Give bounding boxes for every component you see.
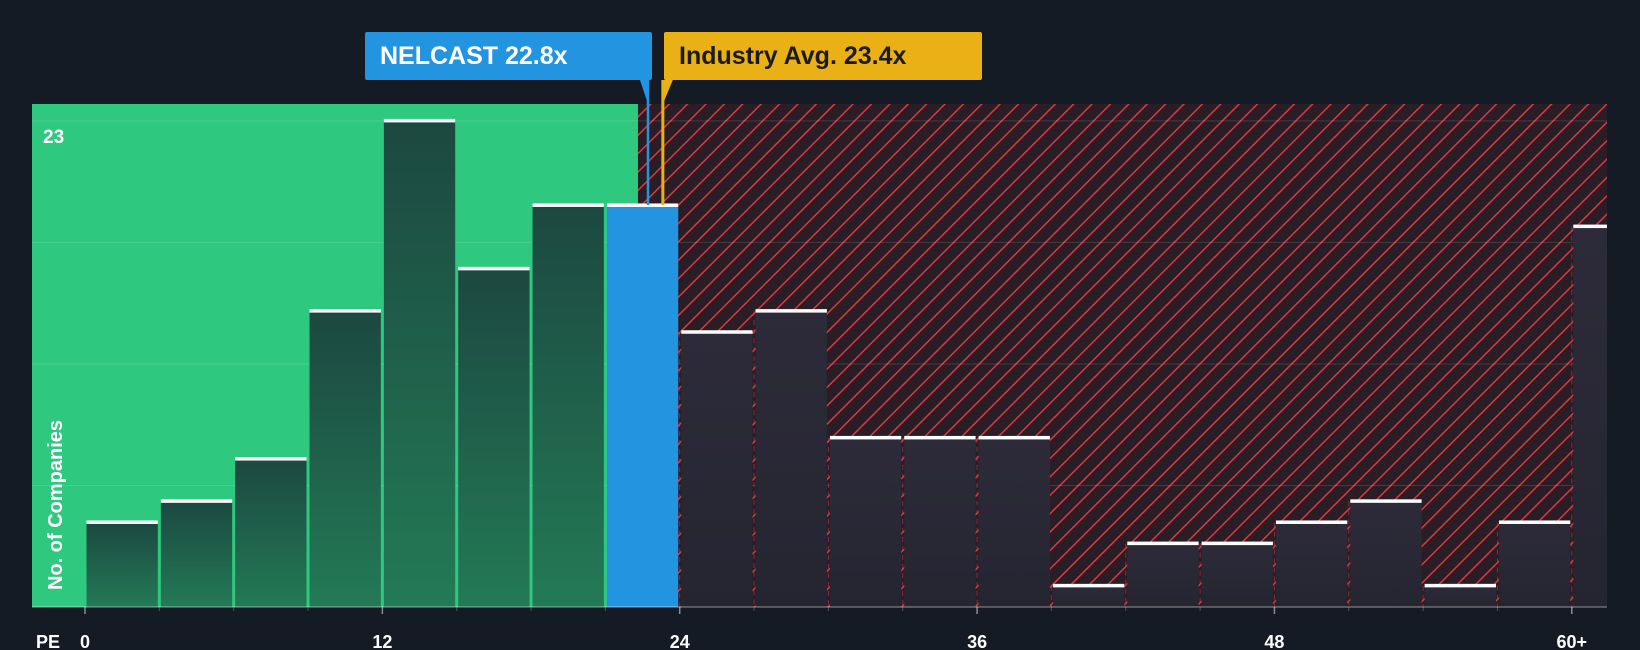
histogram-bar-10 — [829, 437, 902, 607]
histogram-bar-cap-8 — [681, 330, 753, 334]
histogram-bar-cap-10 — [829, 435, 902, 440]
histogram-bar-4 — [383, 120, 456, 607]
histogram-bar-cap-4 — [383, 118, 456, 123]
histogram-bar-19 — [1498, 522, 1571, 607]
histogram-bar-cap-16 — [1275, 520, 1348, 524]
histogram-bar-5 — [458, 268, 530, 607]
histogram-bar-cap-12 — [978, 435, 1050, 440]
histogram-bar-9 — [755, 311, 827, 607]
histogram-bar-14 — [1127, 543, 1199, 607]
histogram-bar-cap-6 — [532, 203, 604, 207]
y-axis-label: No. of Companies — [45, 420, 67, 590]
histogram-bar-12 — [978, 437, 1050, 607]
y-max-label: 23 — [43, 127, 64, 148]
histogram-bar-cap-20 — [1573, 224, 1607, 229]
company-callout-pointer — [639, 80, 648, 104]
histogram-bar-cap-18 — [1424, 583, 1496, 588]
histogram-bar-2 — [235, 459, 307, 607]
x-axis-label: PE — [36, 632, 60, 650]
x-tick-label-4: 48 — [1264, 632, 1284, 650]
histogram-bar-cap-3 — [309, 309, 381, 313]
histogram-bar-cap-17 — [1350, 499, 1422, 503]
histogram-bar-cap-0 — [86, 520, 158, 524]
x-tick-label-0: 0 — [80, 632, 90, 650]
histogram-bar-cap-5 — [458, 266, 530, 271]
industry-callout-pointer — [662, 80, 673, 104]
histogram-bar-20 — [1573, 226, 1607, 607]
histogram-bar-cap-7 — [606, 203, 679, 207]
histogram-bar-3 — [309, 311, 381, 607]
x-tick-label-5: 60+ — [1557, 632, 1588, 650]
histogram-bar-cap-11 — [904, 435, 976, 440]
company-pe-callout: NELCAST 22.8x — [365, 32, 652, 80]
histogram-bar-cap-1 — [160, 499, 233, 503]
histogram-bar-cap-14 — [1127, 541, 1199, 546]
histogram-bar-cap-9 — [755, 309, 827, 313]
x-tick-label-2: 24 — [670, 632, 690, 650]
histogram-bar-1 — [160, 501, 233, 607]
histogram-bar-cap-13 — [1052, 583, 1125, 588]
histogram-bar-6 — [532, 205, 604, 607]
x-tick-label-3: 36 — [967, 632, 987, 650]
histogram-bar-cap-2 — [235, 457, 307, 461]
histogram-bar-13 — [1052, 585, 1125, 607]
histogram-bar-7 — [606, 205, 679, 607]
histogram-bar-16 — [1275, 522, 1348, 607]
histogram-bar-11 — [904, 437, 976, 607]
x-tick-label-1: 12 — [372, 632, 392, 650]
industry-average-callout: Industry Avg. 23.4x — [664, 32, 982, 80]
histogram-bar-cap-19 — [1498, 520, 1571, 524]
histogram-bar-17 — [1350, 501, 1422, 607]
histogram-bar-0 — [86, 522, 158, 607]
histogram-bar-18 — [1424, 585, 1496, 607]
histogram-bar-8 — [681, 332, 753, 607]
histogram-bar-cap-15 — [1201, 541, 1273, 546]
histogram-bar-15 — [1201, 543, 1273, 607]
